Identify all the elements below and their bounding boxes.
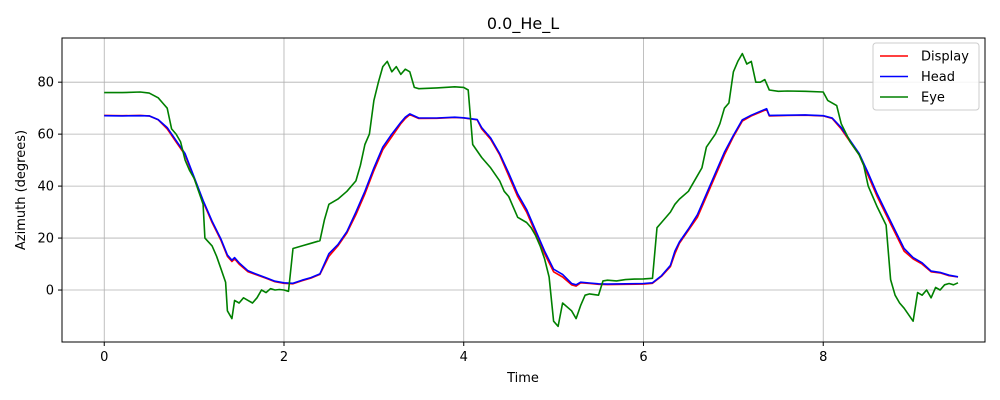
plot-frame (61, 37, 986, 343)
y-tick-label: 0 (46, 284, 54, 299)
x-axis-title: Time (506, 371, 539, 386)
legend-label-display: Display (921, 50, 969, 65)
legend-box (872, 42, 980, 111)
legend-label-head: Head (921, 70, 955, 85)
series-line-eye (104, 52, 959, 328)
legend: Display Head Eye (872, 42, 980, 111)
y-tick-label: 20 (37, 232, 54, 247)
x-tick-label: 2 (280, 350, 288, 365)
x-tick-label: 6 (639, 350, 647, 365)
x-tick-label: 8 (819, 350, 827, 365)
legend-label-eye: Eye (921, 91, 945, 106)
x-tick-label: 0 (100, 350, 108, 365)
grid (62, 38, 985, 342)
x-tick-label: 4 (460, 350, 468, 365)
y-axis-title: Azimuth (degrees) (14, 130, 29, 250)
y-tick-label: 60 (37, 128, 54, 143)
series-line-head (104, 107, 959, 286)
chart-title: 0.0_He_L (487, 14, 559, 34)
y-tick-label: 40 (37, 180, 54, 195)
series-lines (104, 52, 959, 328)
y-tick-label: 80 (37, 76, 54, 91)
